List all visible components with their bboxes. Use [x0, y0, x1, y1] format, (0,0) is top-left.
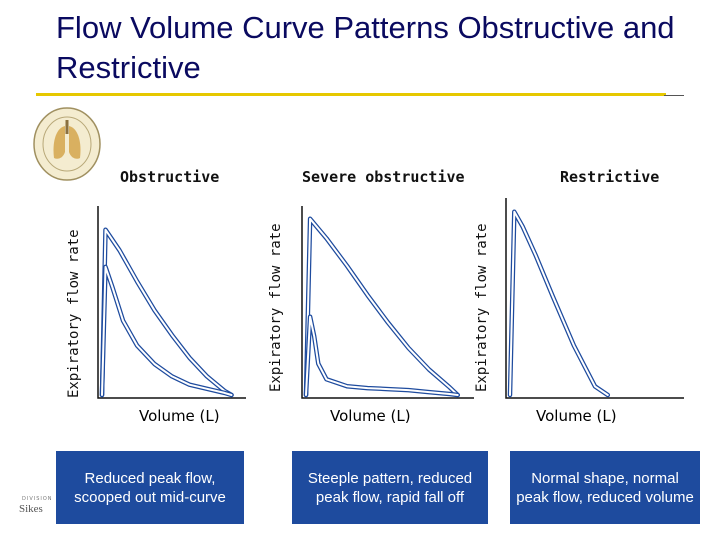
institution-logo — [33, 107, 101, 181]
curve-obstructive-1 — [99, 227, 234, 398]
axes-restrictive — [505, 198, 684, 399]
footer-division-text: DIVISION — [22, 496, 53, 502]
axes-obstructive — [97, 206, 246, 399]
caption-obstructive: Reduced peak flow, scooped out mid-curve — [56, 451, 244, 524]
footer-division-logo: Sikes — [19, 503, 43, 515]
panel-title-obstructive: Obstructive — [120, 168, 220, 186]
curve-severe-obstructive-1 — [303, 216, 460, 398]
slide-title: Flow Volume Curve Patterns Obstructive a… — [56, 10, 675, 85]
caption-restrictive: Normal shape, normal peak flow, reduced … — [510, 451, 700, 524]
title-underline-tail — [664, 95, 684, 96]
curve-restrictive-1 — [507, 209, 611, 398]
panel-title-severe-obstructive: Severe obstructive — [302, 168, 465, 186]
x-axis-label-severe-obstructive: Volume (L) — [330, 407, 411, 425]
caption-severe-obstructive: Steeple pattern, reduced peak flow, rapi… — [292, 451, 488, 524]
axes-severe-obstructive — [301, 206, 474, 399]
x-axis-label-restrictive: Volume (L) — [536, 407, 617, 425]
title-underline — [36, 93, 666, 96]
x-axis-label-obstructive: Volume (L) — [139, 407, 220, 425]
panel-title-restrictive: Restrictive — [560, 168, 660, 186]
curve-severe-obstructive-2 — [303, 314, 460, 398]
curve-obstructive-2 — [99, 264, 234, 398]
